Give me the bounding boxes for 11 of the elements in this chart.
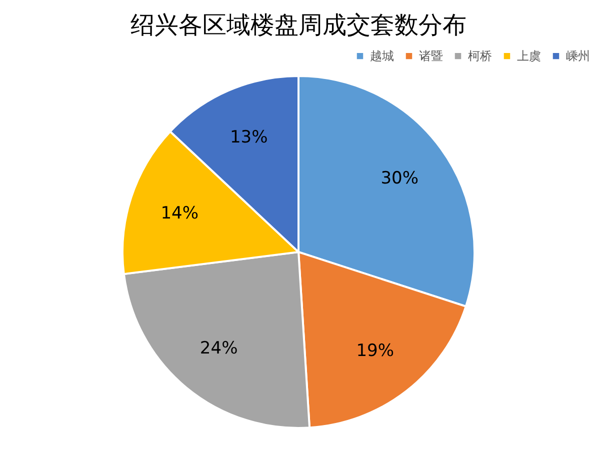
chart-title: 绍兴各区域楼盘周成交套数分布 [130, 11, 466, 39]
data-label: 19% [356, 340, 394, 361]
legend-label: 诸暨 [419, 49, 443, 64]
data-label: 13% [230, 127, 268, 148]
legend-label: 嵊州 [566, 49, 590, 64]
data-label: 14% [160, 203, 199, 224]
data-label: 30% [380, 168, 419, 189]
legend-label: 柯桥 [468, 49, 492, 64]
legend-label: 上虞 [517, 49, 541, 64]
data-label: 24% [200, 338, 238, 358]
legend-label: 越城 [370, 49, 394, 64]
